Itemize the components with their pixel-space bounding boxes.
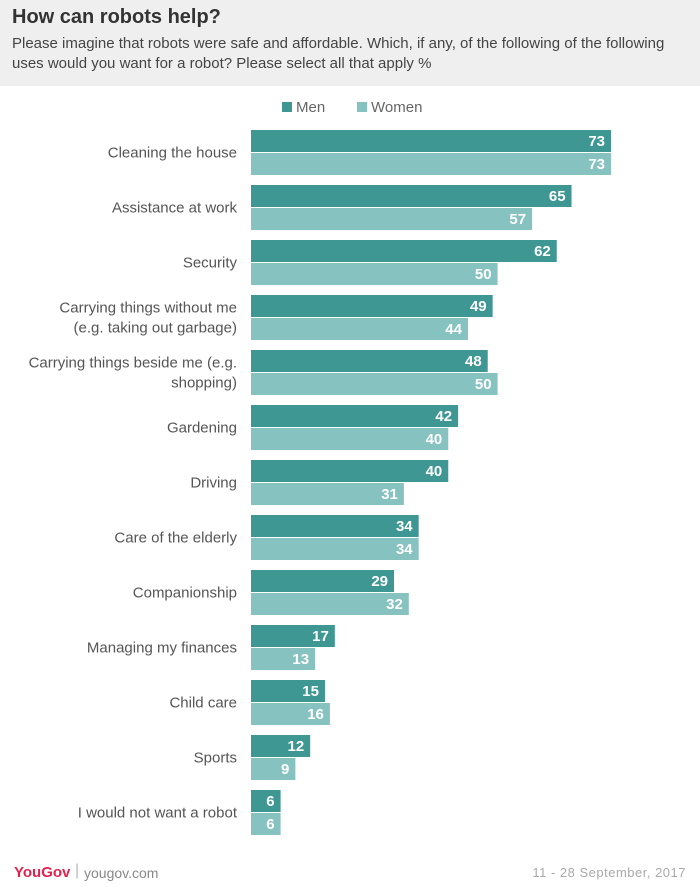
- bar-men: [251, 625, 335, 647]
- category-label: Care of the elderly: [114, 530, 237, 547]
- bar-men: [251, 350, 488, 372]
- bar-men: [251, 515, 419, 537]
- data-label-men: 29: [371, 573, 388, 590]
- category-label: Gardening: [167, 420, 237, 437]
- category-label: I would not want a robot: [78, 805, 238, 822]
- category-label: Carrying things without me: [59, 300, 237, 317]
- bar-men: [251, 790, 281, 812]
- legend-item-women: Women: [357, 98, 422, 118]
- category-label: Driving: [190, 475, 237, 492]
- data-label-women: 57: [509, 211, 526, 228]
- category-label: shopping): [171, 375, 237, 392]
- data-label-men: 73: [588, 133, 605, 150]
- data-label-women: 31: [381, 486, 398, 503]
- bar-women: [251, 373, 498, 395]
- data-label-men: 49: [470, 298, 487, 315]
- category-label: Child care: [169, 695, 237, 712]
- footer-site: yougov.com: [84, 865, 159, 881]
- legend-label-women: Women: [371, 99, 423, 116]
- bar-men: [251, 130, 611, 152]
- category-label: Cleaning the house: [108, 145, 237, 162]
- category-label: Assistance at work: [112, 200, 238, 217]
- bar-women: [251, 428, 449, 450]
- footer-date: 11 - 28 September, 2017: [532, 865, 686, 880]
- bar-men: [251, 405, 459, 427]
- bar-women: [251, 593, 409, 615]
- category-label: Security: [183, 255, 238, 272]
- data-label-women: 32: [386, 596, 403, 613]
- bar-men: [251, 680, 325, 702]
- data-label-men: 17: [312, 628, 329, 645]
- category-label: Carrying things beside me (e.g.: [29, 355, 237, 372]
- data-label-men: 62: [534, 243, 551, 260]
- data-label-men: 42: [435, 408, 452, 425]
- category-label: Managing my finances: [87, 640, 237, 657]
- category-label: (e.g. taking out garbage): [74, 320, 237, 337]
- data-label-women: 50: [475, 376, 492, 393]
- legend-label-men: Men: [296, 99, 326, 116]
- category-label: Sports: [194, 750, 237, 767]
- data-label-women: 16: [307, 706, 324, 723]
- footer-separator: |: [75, 862, 80, 879]
- data-label-women: 13: [292, 651, 309, 668]
- bar-women: [251, 263, 498, 285]
- data-label-women: 9: [281, 761, 289, 778]
- bar-men: [251, 295, 493, 317]
- data-label-women: 44: [445, 321, 462, 338]
- data-label-women: 50: [475, 266, 492, 283]
- data-label-women: 40: [426, 431, 443, 448]
- bar-women: [251, 648, 316, 670]
- chart-subtitle: Please imagine that robots were safe and…: [12, 35, 665, 72]
- legend-swatch-women: [357, 102, 367, 112]
- bar-women: [251, 758, 296, 780]
- category-label: Companionship: [133, 585, 237, 602]
- data-label-women: 6: [266, 816, 274, 833]
- legend-item-men: Men: [282, 98, 325, 118]
- bar-women: [251, 318, 468, 340]
- bar-men: [251, 460, 449, 482]
- bar-women: [251, 208, 533, 230]
- bar-women: [251, 483, 404, 505]
- data-label-men: 65: [549, 188, 566, 205]
- data-label-men: 12: [287, 738, 304, 755]
- legend-swatch-men: [282, 102, 292, 112]
- data-label-men: 40: [426, 463, 443, 480]
- data-label-men: 6: [266, 793, 274, 810]
- data-label-women: 73: [588, 156, 605, 173]
- bar-women: [251, 703, 330, 725]
- data-label-men: 34: [396, 518, 413, 535]
- bar-men: [251, 185, 572, 207]
- bar-men: [251, 570, 395, 592]
- header-banner: How can robots help? Please imagine that…: [0, 0, 700, 86]
- data-label-men: 15: [302, 683, 319, 700]
- data-label-women: 34: [396, 541, 413, 558]
- data-label-men: 48: [465, 353, 482, 370]
- chart-title: How can robots help?: [12, 6, 221, 28]
- bar-men: [251, 240, 557, 262]
- bar-women: [251, 153, 611, 175]
- bar-women: [251, 538, 419, 560]
- bar-women: [251, 813, 281, 835]
- yougov-logo: YouGov: [14, 864, 71, 881]
- bar-men: [251, 735, 311, 757]
- legend: Men Women: [0, 98, 700, 118]
